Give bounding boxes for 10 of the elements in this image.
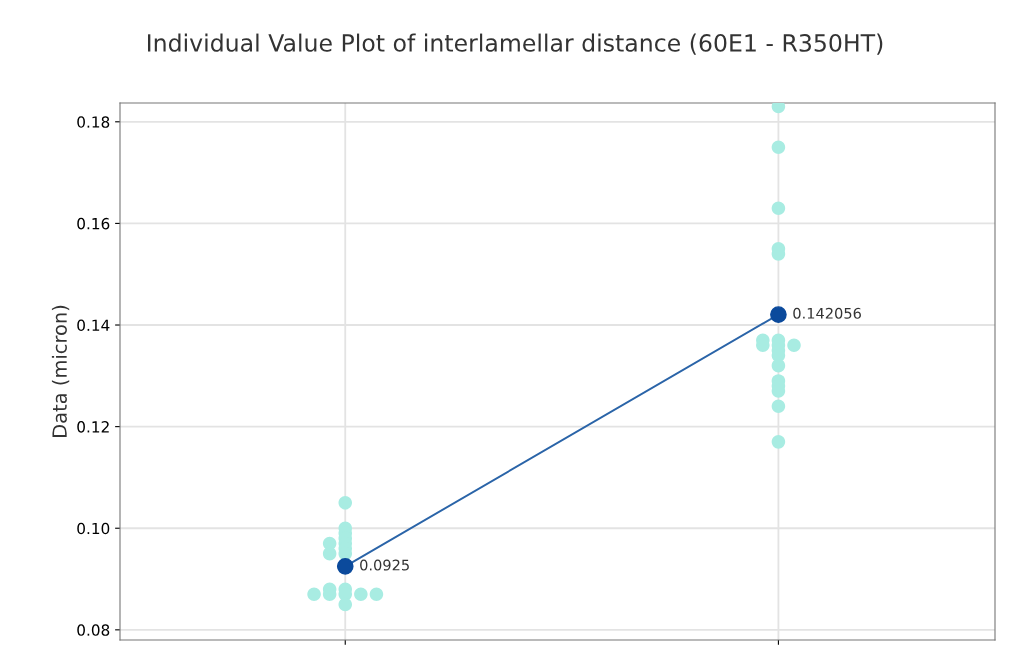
data-label: 0.142056 [793, 307, 861, 319]
y-axis-title: Data (micron) [51, 305, 70, 437]
data-label: 0.0925 [360, 559, 409, 571]
y-tick-label: 0.14 [77, 319, 110, 332]
y-tick-label: 0.16 [77, 217, 110, 230]
y-tick-label: 0.08 [77, 624, 110, 636]
y-tick-label: 0.10 [77, 522, 110, 535]
y-tick-label: 0.18 [77, 116, 110, 128]
chart-title: Individual Value Plot of interlamellar distance (60E1 - R350HT) [148, 33, 883, 55]
y-tick-label: 0.12 [77, 421, 109, 433]
